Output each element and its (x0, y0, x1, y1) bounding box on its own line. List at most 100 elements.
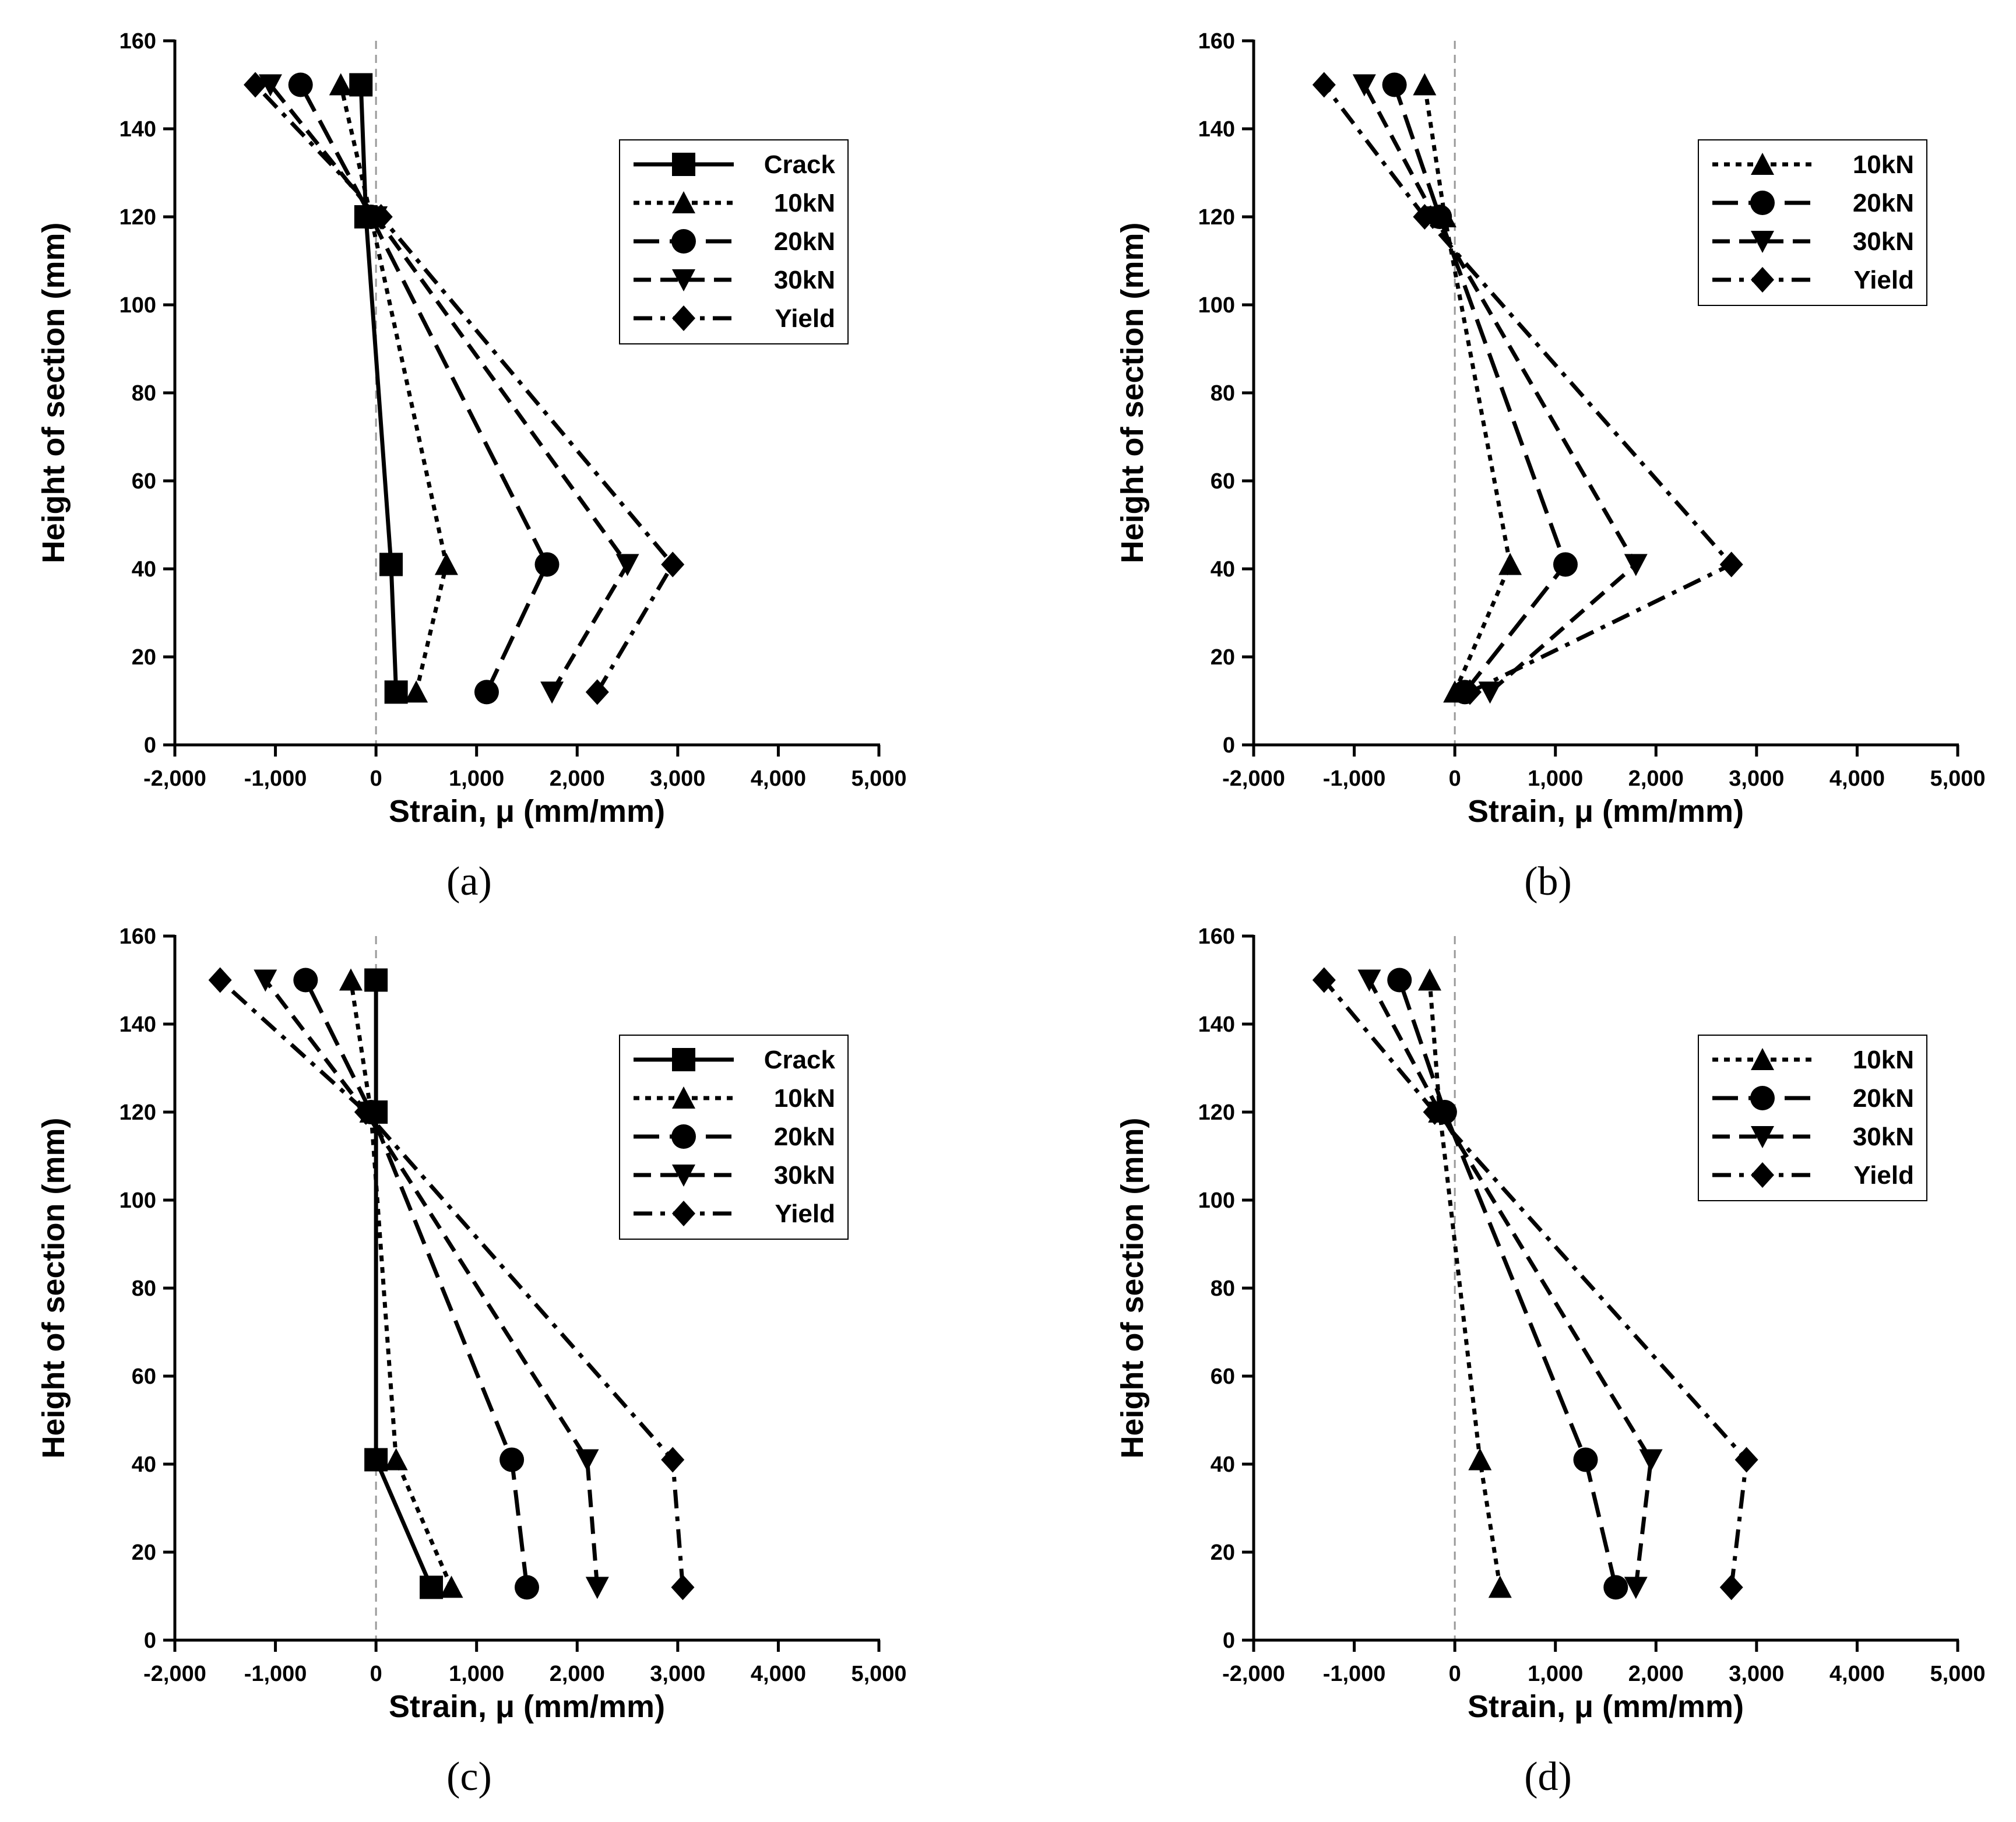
legend-label-yield: Yield (1853, 266, 1914, 294)
data-point-10kn (439, 1575, 463, 1598)
y-tick-label: 80 (1211, 1276, 1235, 1301)
panel-d: -2,000 -1,000 0 1,000 2,000 3,000 4,000 5,000 0 2… (1115, 924, 1986, 1799)
y-tick-label: 60 (132, 469, 156, 494)
legend-label-yield: Yield (1853, 1161, 1914, 1190)
x-tick-label: -2,000 (1222, 766, 1285, 791)
data-point-30kn (1357, 969, 1381, 992)
legend-marker-30kn (672, 1165, 695, 1187)
y-tick-label: 120 (1198, 1100, 1235, 1125)
y-tick-label: 20 (132, 645, 156, 670)
x-tick-label: 2,000 (1628, 766, 1684, 791)
legend-label-yield: Yield (775, 1200, 835, 1228)
legend-marker-yield (1751, 1162, 1774, 1188)
y-tick-label: 80 (1211, 381, 1235, 406)
data-point-crack (349, 73, 373, 97)
panel-label: (c) (446, 1754, 492, 1799)
x-tick-label: 5,000 (1930, 766, 1985, 791)
y-tick-label: 80 (132, 381, 156, 406)
y-tick-label: 140 (1198, 1012, 1235, 1037)
y-tick-label: 120 (1198, 205, 1235, 230)
x-tick-label: 3,000 (650, 766, 705, 791)
data-point-20kn (515, 1575, 539, 1600)
x-tick-label: -2,000 (143, 1662, 206, 1686)
y-tick-label: 140 (119, 1012, 156, 1037)
y-tick-label: 120 (119, 1100, 156, 1125)
legend-marker-10kn (672, 1086, 695, 1109)
x-tick-label: -1,000 (1323, 1662, 1386, 1686)
panel-label: (d) (1524, 1754, 1572, 1799)
x-axis-title: Strain, μ (mm/mm) (1468, 1689, 1744, 1724)
series-line-30kn (269, 83, 630, 694)
y-tick-label: 0 (144, 1628, 156, 1653)
series-line-30kn (263, 979, 600, 1588)
x-tick-label: 5,000 (1930, 1662, 1985, 1686)
data-point-yield (585, 679, 609, 705)
data-point-10kn (434, 553, 458, 575)
legend-label-20kn: 20kN (774, 1123, 835, 1151)
legend-marker-30kn (672, 269, 695, 291)
data-point-30kn (540, 681, 564, 704)
legend-label-crack: Crack (764, 1046, 836, 1074)
x-tick-label: 5,000 (851, 766, 906, 791)
data-point-10kn (1413, 73, 1437, 96)
data-point-10kn (404, 680, 428, 703)
y-tick-label: 100 (1198, 293, 1235, 318)
legend-marker-yield (672, 305, 695, 331)
data-point-10kn (329, 73, 353, 96)
data-point-yield (671, 1574, 695, 1601)
x-tick-label: -1,000 (244, 1662, 307, 1686)
data-point-yield (244, 72, 268, 98)
data-point-10kn (1418, 968, 1441, 991)
x-tick-label: -2,000 (143, 766, 206, 791)
y-tick-label: 0 (144, 733, 156, 758)
legend-label-10kn: 10kN (1853, 1046, 1914, 1074)
data-point-20kn (534, 552, 560, 577)
legend-marker-10kn (1751, 1048, 1774, 1070)
x-tick-label: 0 (1449, 766, 1461, 791)
y-tick-label: 140 (119, 117, 156, 142)
legend-marker-30kn (1751, 1126, 1774, 1148)
x-tick-label: 1,000 (449, 1662, 504, 1686)
x-tick-label: 1,000 (1528, 766, 1583, 791)
data-point-crack (420, 1575, 444, 1599)
y-tick-label: 100 (119, 1188, 156, 1213)
series-line-20kn (298, 83, 550, 693)
legend-label-20kn: 20kN (1853, 1084, 1914, 1113)
panel-label: (a) (446, 859, 492, 904)
data-point-20kn (1387, 968, 1412, 993)
data-point-20kn (288, 72, 313, 97)
x-tick-label: 2,000 (550, 1662, 605, 1686)
y-tick-label: 60 (132, 1364, 156, 1389)
series-line-yield (254, 83, 675, 694)
legend-marker-yield (1751, 267, 1774, 293)
legend-marker-20kn (671, 1124, 696, 1149)
legend-label-crack: Crack (764, 150, 836, 179)
legend-marker-crack (672, 153, 695, 176)
data-point-20kn (1382, 72, 1407, 97)
legend-label-30kn: 30kN (774, 1161, 835, 1190)
x-tick-label: 1,000 (449, 766, 504, 791)
data-point-yield (1312, 72, 1336, 98)
series-line-20kn (1397, 979, 1618, 1588)
x-tick-label: 3,000 (1729, 766, 1784, 791)
legend-label-10kn: 10kN (1853, 150, 1914, 179)
legend-marker-10kn (672, 191, 695, 213)
legend-label-yield: Yield (775, 304, 835, 333)
legend-marker-20kn (1750, 1086, 1775, 1110)
panel-a: -2,000 -1,000 0 1,000 2,000 3,000 4,000 5,000 0 2… (36, 29, 907, 904)
data-point-30kn (1624, 1577, 1648, 1599)
data-point-20kn (499, 1447, 525, 1472)
series-line-yield (219, 978, 685, 1588)
data-point-10kn (339, 968, 363, 991)
y-tick-label: 20 (1211, 645, 1235, 670)
series-line-10kn (349, 979, 453, 1588)
x-axis-title: Strain, μ (mm/mm) (389, 1689, 665, 1724)
y-axis-title: Height of section (mm) (36, 1117, 71, 1458)
data-point-30kn (254, 969, 277, 992)
data-point-yield (369, 204, 393, 230)
panel-c: -2,000 -1,000 0 1,000 2,000 3,000 4,000 5,000 0 2… (36, 924, 907, 1799)
y-axis-title: Height of section (mm) (1115, 1117, 1150, 1458)
y-tick-label: 20 (132, 1540, 156, 1565)
x-tick-label: 0 (370, 766, 382, 791)
data-point-yield (354, 1099, 378, 1125)
